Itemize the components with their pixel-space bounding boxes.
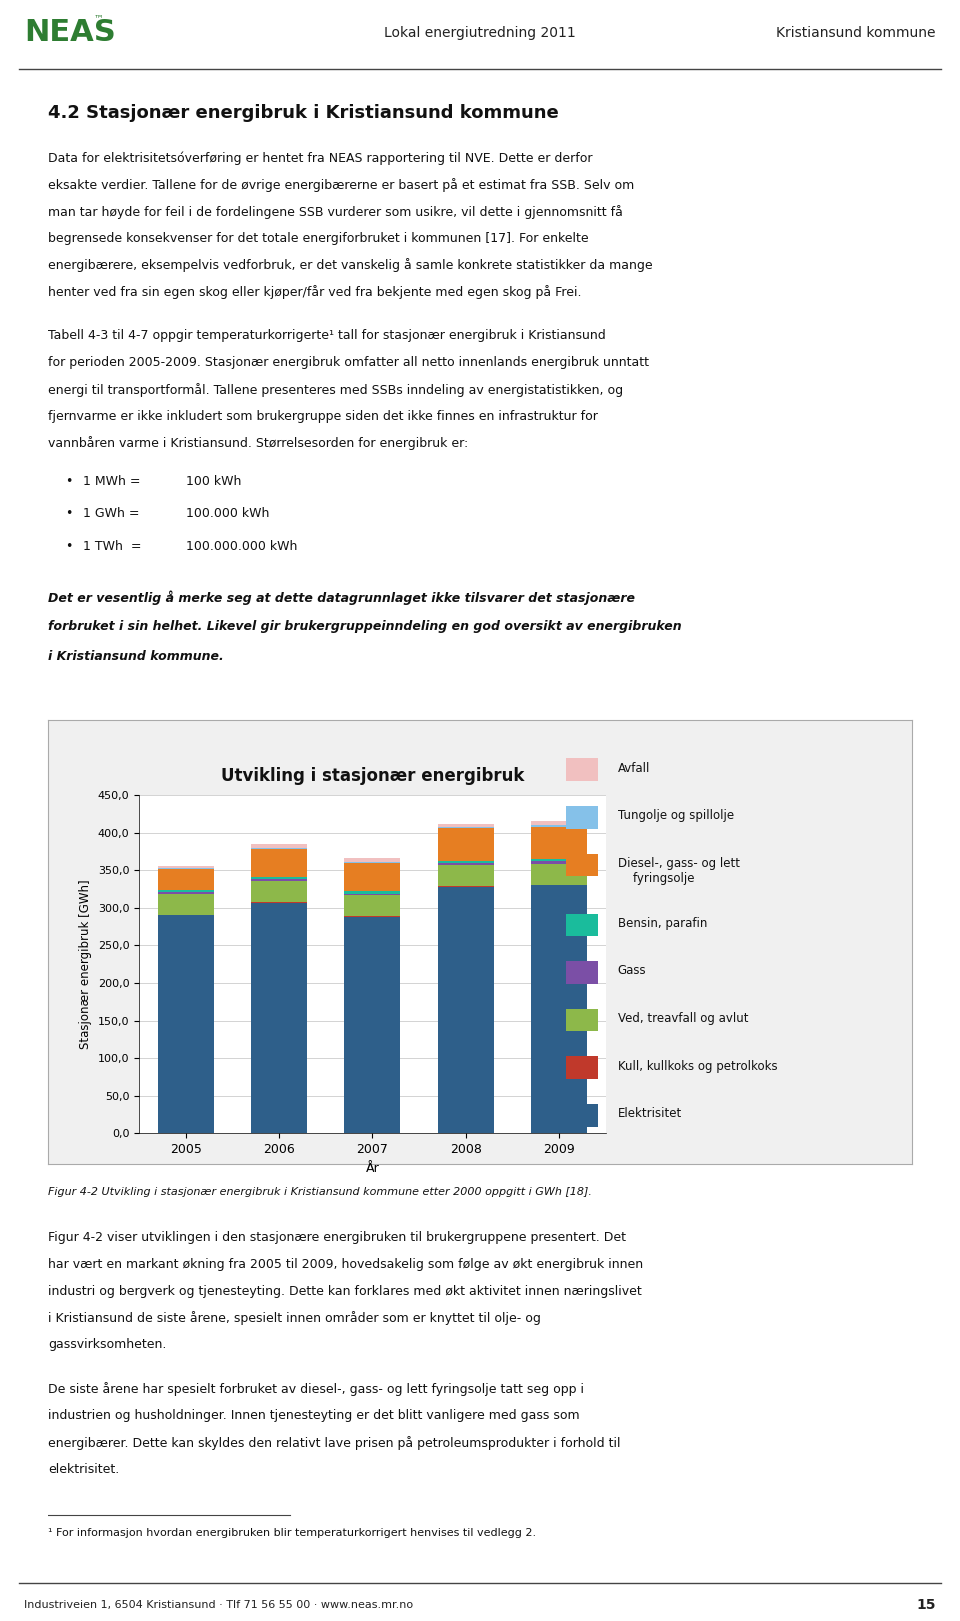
Text: man tar høyde for feil i de fordelingene SSB vurderer som usikre, vil dette i gj: man tar høyde for feil i de fordelingene… [48,204,623,219]
FancyBboxPatch shape [566,1057,598,1080]
Text: •: • [65,540,73,553]
Text: 100.000.000 kWh: 100.000.000 kWh [186,540,298,553]
Text: ™: ™ [94,13,104,23]
FancyBboxPatch shape [566,1008,598,1031]
Text: NEAS: NEAS [24,18,116,47]
Text: Ved, treavfall og avlut: Ved, treavfall og avlut [617,1012,748,1024]
Y-axis label: Stasjonær energibruk [GWh]: Stasjonær energibruk [GWh] [80,880,92,1049]
FancyBboxPatch shape [566,914,598,937]
Text: Industriveien 1, 6504 Kristiansund · Tlf 71 56 55 00 · www.neas.mr.no: Industriveien 1, 6504 Kristiansund · Tlf… [24,1600,413,1610]
Text: begrensede konsekvenser for det totale energiforbruket i kommunen [17]. For enke: begrensede konsekvenser for det totale e… [48,232,588,245]
Bar [438,887,493,1133]
Text: Figur 4-2 viser utviklingen i den stasjonære energibruken til brukergruppene pre: Figur 4-2 viser utviklingen i den stasjo… [48,1232,626,1245]
Text: henter ved fra sin egen skog eller kjøper/får ved fra bekjente med egen skog på : henter ved fra sin egen skog eller kjøpe… [48,285,582,298]
Text: Bensin, parafin: Bensin, parafin [617,917,707,930]
Bar [531,864,588,885]
FancyBboxPatch shape [566,1104,598,1127]
Text: gassvirksomheten.: gassvirksomheten. [48,1337,166,1350]
FancyBboxPatch shape [566,854,598,877]
Bar [438,861,493,862]
Text: i Kristiansund de siste årene, spesielt innen områder som er knyttet til olje- o: i Kristiansund de siste årene, spesielt … [48,1311,540,1326]
FancyBboxPatch shape [566,759,598,781]
Text: for perioden 2005-2009. Stasjonær energibruk omfatter all netto innenlands energ: for perioden 2005-2009. Stasjonær energi… [48,357,649,370]
Text: 1 GWh =: 1 GWh = [83,507,139,520]
Text: Tabell 4-3 til 4-7 oppgir temperaturkorrigerte¹ tall for stasjonær energibruk i : Tabell 4-3 til 4-7 oppgir temperaturkorr… [48,329,606,342]
Bar [531,822,588,825]
Text: energibærere, eksempelvis vedforbruk, er det vanskelig å samle konkrete statisti: energibærere, eksempelvis vedforbruk, er… [48,258,653,272]
Text: i Kristiansund kommune.: i Kristiansund kommune. [48,650,224,663]
Text: Kristiansund kommune: Kristiansund kommune [777,26,936,41]
Text: 1 MWh =: 1 MWh = [83,475,140,488]
Bar [345,917,400,1133]
Bar [157,866,214,869]
Bar [345,895,400,916]
Bar [438,828,493,861]
Text: Diesel-, gass- og lett
    fyringsolje: Diesel-, gass- og lett fyringsolje [617,858,739,885]
Text: industri og bergverk og tjenesteyting. Dette kan forklares med økt aktivitet inn: industri og bergverk og tjenesteyting. D… [48,1284,641,1298]
Bar [252,845,307,848]
Bar [345,862,400,892]
Text: vannbåren varme i Kristiansund. Størrelsesorden for energibruk er:: vannbåren varme i Kristiansund. Størrels… [48,436,468,451]
FancyBboxPatch shape [566,961,598,984]
Bar [157,890,214,892]
Bar [252,880,307,901]
Text: •: • [65,507,73,520]
Text: 100 kWh: 100 kWh [186,475,242,488]
Text: 100.000 kWh: 100.000 kWh [186,507,270,520]
Text: elektrisitet.: elektrisitet. [48,1462,119,1475]
Bar [438,823,493,827]
Text: eksakte verdier. Tallene for de øvrige energibærerne er basert på et estimat fra: eksakte verdier. Tallene for de øvrige e… [48,178,635,193]
Bar [252,848,307,877]
Text: Gass: Gass [617,964,646,977]
Bar [438,862,493,866]
Bar [345,858,400,862]
Bar [531,827,588,859]
Text: fjernvarme er ikke inkludert som brukergruppe siden det ikke finnes en infrastru: fjernvarme er ikke inkludert som brukerg… [48,410,598,423]
Text: Data for elektrisitetsóverføring er hentet fra NEAS rapportering til NVE. Dette: Data for elektrisitetsóverføring er hen… [48,151,592,165]
Text: 15: 15 [917,1598,936,1611]
Text: Elektrisitet: Elektrisitet [617,1107,682,1120]
Bar [531,859,588,861]
Text: Avfall: Avfall [617,762,650,775]
Bar [531,885,588,1133]
Bar [438,866,493,887]
Text: Kull, kullkoks og petrolkoks: Kull, kullkoks og petrolkoks [617,1060,778,1073]
Bar [252,903,307,1133]
Bar [345,892,400,893]
Bar [157,893,214,914]
Text: Lokal energiutredning 2011: Lokal energiutredning 2011 [384,26,576,41]
Bar [157,869,214,890]
Text: energibærer. Dette kan skyldes den relativt lave prisen på petroleumsprodukter i: energibærer. Dette kan skyldes den relat… [48,1436,620,1449]
FancyBboxPatch shape [566,806,598,828]
Text: energi til transportformål. Tallene presenteres med SSBs inndeling av energistat: energi til transportformål. Tallene pres… [48,383,623,397]
X-axis label: År: År [366,1162,379,1175]
Bar [531,861,588,864]
Text: Det er vesentlig å merke seg at dette datagrunnlaget ikke tilsvarer det stasjonæ: Det er vesentlig å merke seg at dette da… [48,590,635,605]
Text: ¹ For informasjon hvordan energibruken blir temperaturkorrigert henvises til ved: ¹ For informasjon hvordan energibruken b… [48,1529,536,1538]
Text: •: • [65,475,73,488]
Bar [157,916,214,1133]
Bar [252,877,307,879]
Text: 1 TWh  =: 1 TWh = [83,540,141,553]
Text: Tungolje og spillolje: Tungolje og spillolje [617,809,733,822]
Text: har vært en markant økning fra 2005 til 2009, hovedsakelig som følge av økt ener: har vært en markant økning fra 2005 til … [48,1258,643,1271]
Text: industrien og husholdninger. Innen tjenesteyting er det blitt vanligere med gass: industrien og husholdninger. Innen tjene… [48,1409,580,1422]
Title: Utvikling i stasjonær energibruk: Utvikling i stasjonær energibruk [221,767,524,785]
Text: De siste årene har spesielt forbruket av diesel-, gass- og lett fyringsolje tatt: De siste årene har spesielt forbruket av… [48,1383,584,1396]
Text: Figur 4-2 Utvikling i stasjonær energibruk i Kristiansund kommune etter 2000 opp: Figur 4-2 Utvikling i stasjonær energibr… [48,1187,592,1196]
Text: forbruket i sin helhet. Likevel gir brukergruppeinndeling en god oversikt av ene: forbruket i sin helhet. Likevel gir bruk… [48,621,682,634]
Text: 4.2 Stasjonær energibruk i Kristiansund kommune: 4.2 Stasjonær energibruk i Kristiansund … [48,104,559,122]
